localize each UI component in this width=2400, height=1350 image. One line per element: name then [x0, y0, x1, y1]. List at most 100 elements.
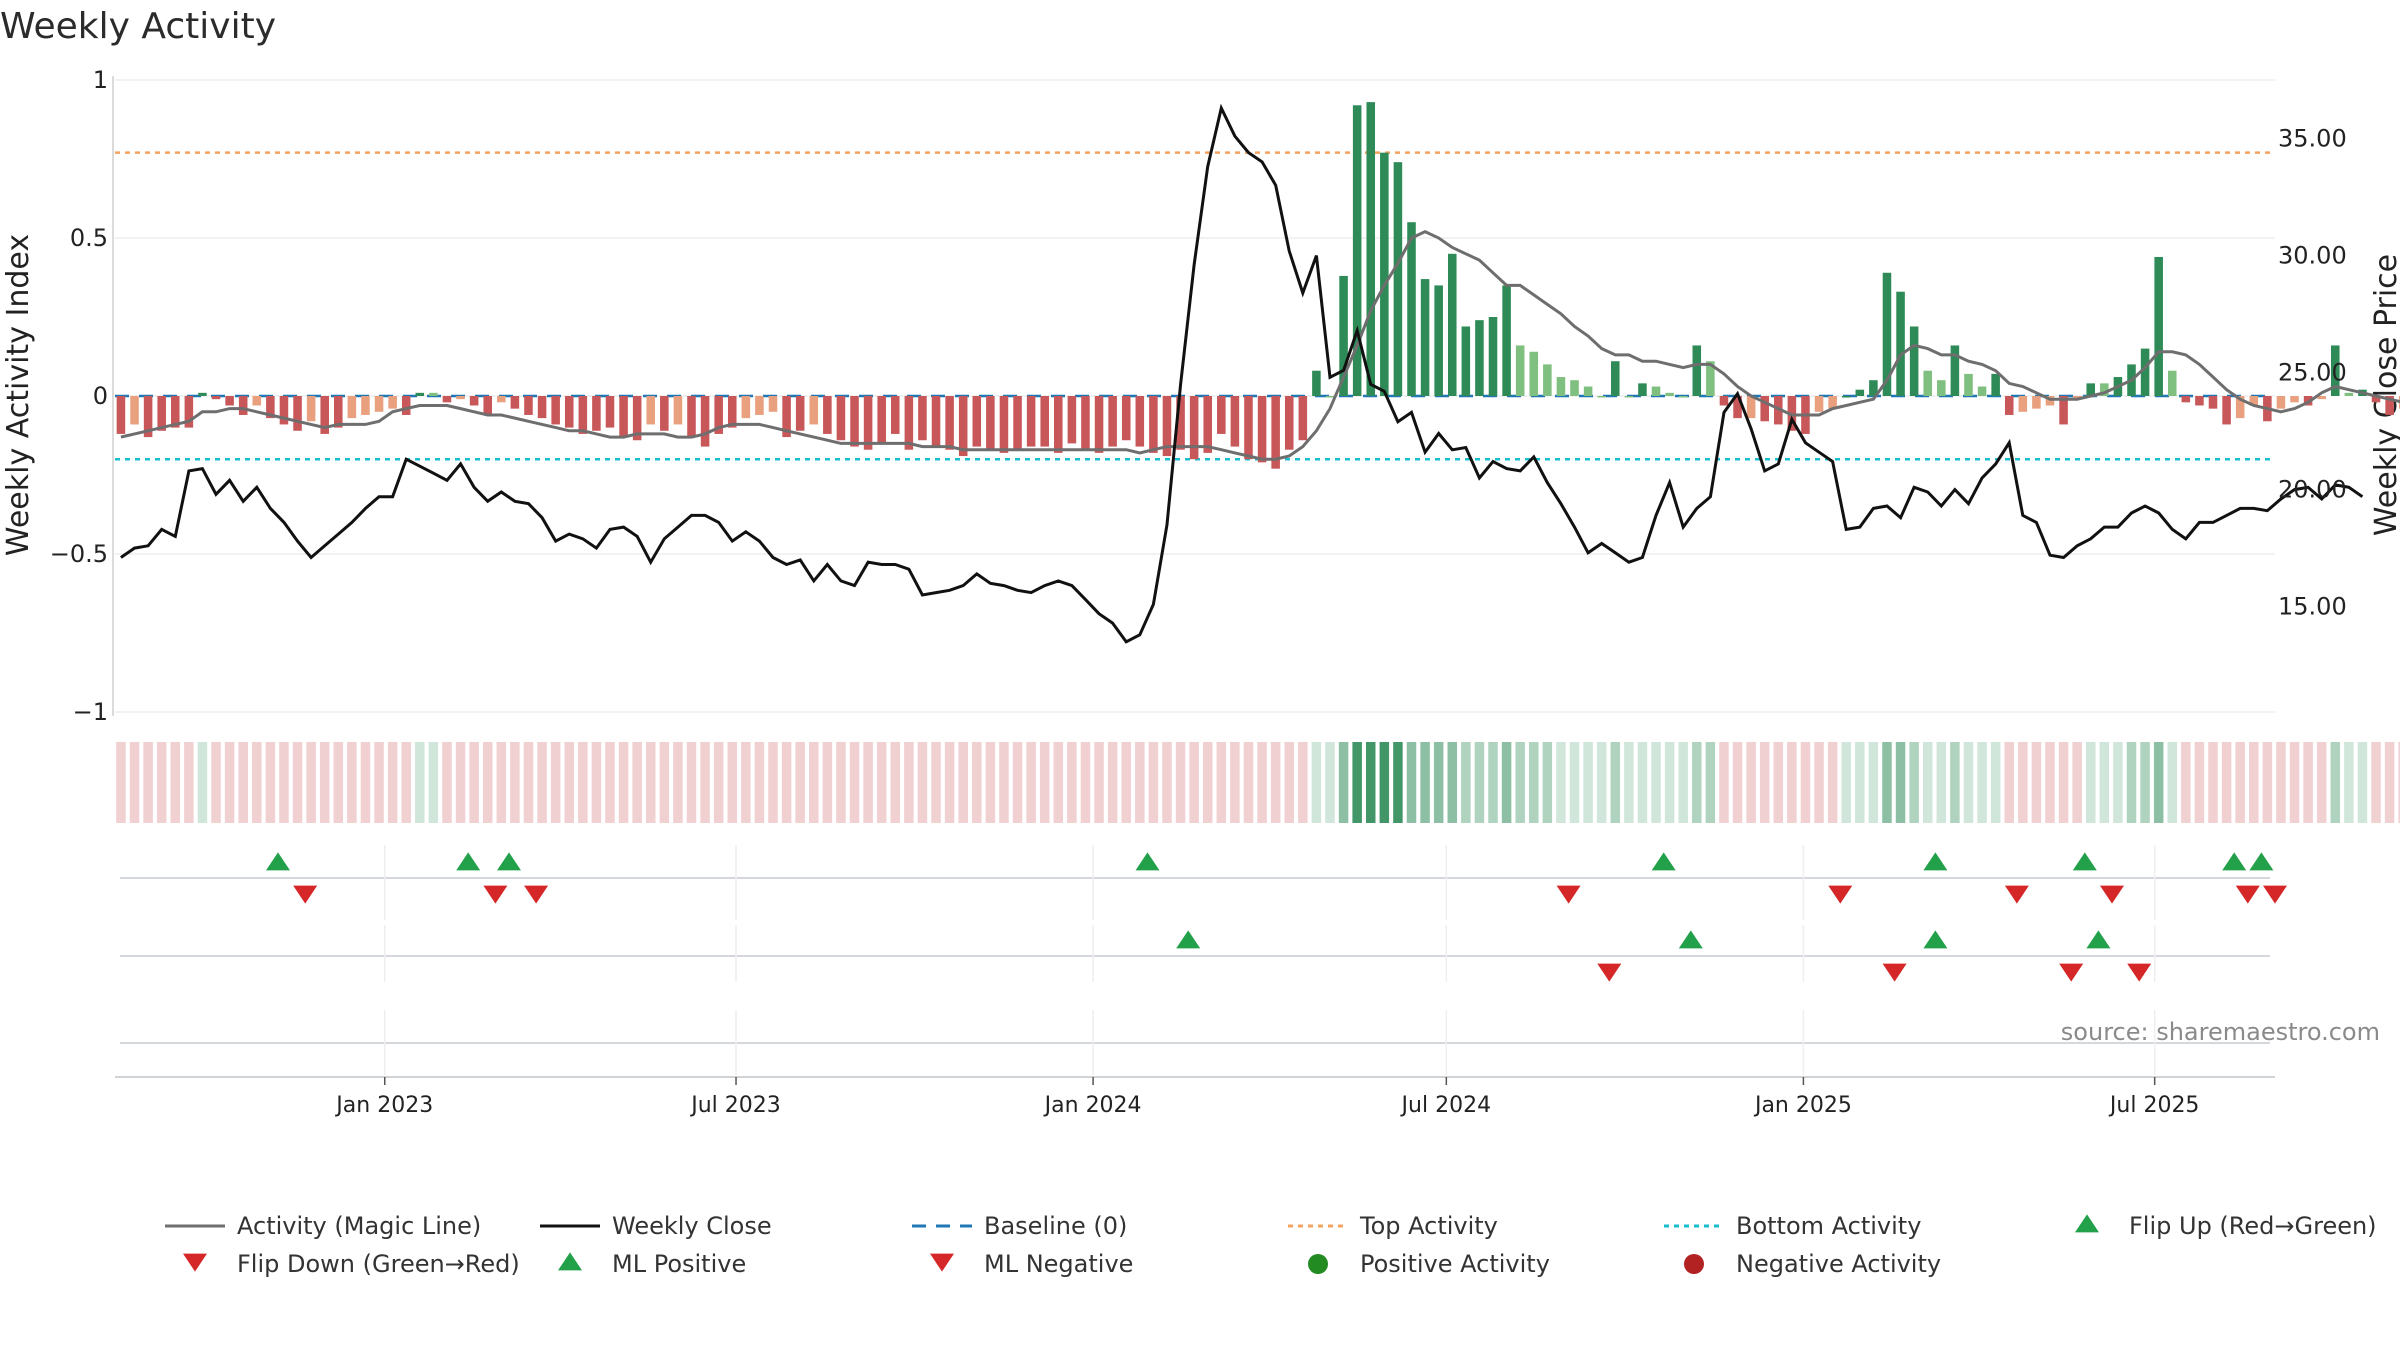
activity-bar [171, 396, 180, 428]
activity-bar [1067, 396, 1077, 444]
heat-strip-cell [1284, 742, 1294, 823]
x-tick-label: Jul 2025 [2108, 1093, 2200, 1118]
heat-strip-cell [1719, 742, 1729, 823]
activity-bar [2235, 396, 2245, 419]
flip-up-marker [266, 852, 290, 871]
heat-strip-cell [2099, 742, 2110, 823]
activity-bar [2086, 383, 2096, 396]
x-axis-ticks: Jan 2023 Jul 2023 Jan 2024 Jul 2024 Jan 2025… [334, 1077, 2199, 1118]
flip-down-marker [2263, 885, 2287, 904]
heat-strip-cell [1230, 742, 1240, 823]
activity-bar [388, 396, 397, 409]
activity-bar [266, 396, 275, 419]
heat-strip-cell [1542, 742, 1553, 823]
heat-strip-cell [1162, 742, 1172, 823]
activity-bar [1176, 396, 1185, 450]
activity-bar [1665, 392, 1674, 396]
activity-bar [714, 396, 723, 434]
activity-bar [334, 396, 343, 428]
heat-strip-cell [1596, 742, 1607, 823]
heat-strip-cell [713, 742, 724, 823]
heat-strip-cell [754, 742, 765, 823]
activity-bar [347, 396, 357, 419]
activity-bar [727, 396, 737, 428]
activity-bar [1841, 396, 1851, 398]
heat-strip-cell [374, 742, 384, 823]
heat-strip-cell [523, 742, 534, 823]
heat-strip-cell [2357, 742, 2368, 823]
activity-bar [429, 392, 438, 396]
activity-bar [2100, 383, 2109, 396]
flip-up-marker [2222, 852, 2247, 871]
heat-strip-cell [1637, 742, 1648, 823]
activity-bar [1312, 370, 1321, 396]
activity-bar [741, 396, 751, 419]
legend-label-flip_up: Flip Up (Red→Green) [2129, 1212, 2377, 1240]
heat-strip-cell [156, 742, 167, 823]
heat-strip-cell [2384, 742, 2395, 823]
activity-bar [2331, 345, 2340, 396]
heat-strip-cell [944, 742, 955, 823]
heat-strip-cell [2371, 742, 2381, 823]
legend-label-bottom_activity: Bottom Activity [1736, 1212, 1921, 1240]
heat-strip-cell [1963, 742, 1974, 823]
x-tick-label: Jan 2023 [334, 1093, 433, 1118]
heat-strip-cell [1461, 742, 1471, 823]
legend-swatch-flip_down [183, 1253, 207, 1272]
legend-item-ml_positive: ML Positive [558, 1250, 746, 1278]
activity-bar [2249, 396, 2259, 406]
heat-strip-cell [1026, 742, 1036, 823]
activity-bar [632, 396, 642, 441]
heat-strip-cell [1950, 742, 1960, 823]
activity-bar [2317, 396, 2326, 400]
heat-strip-cell [985, 742, 996, 823]
activity-bar [755, 396, 764, 415]
activity-bar [1189, 396, 1199, 460]
activity-bar [605, 396, 615, 428]
heat-strip-cell [1175, 742, 1186, 823]
activity-bar [1325, 396, 1335, 398]
activity-bar [2154, 256, 2163, 396]
activity-bar [2032, 396, 2041, 409]
heat-strip-cell [292, 742, 303, 823]
activity-bar [1570, 380, 1579, 396]
activity-bar [198, 392, 207, 396]
heat-strip-cell [2018, 742, 2028, 823]
activity-bar [1094, 396, 1104, 453]
y-tick-right: 20.00 [2278, 476, 2347, 504]
flip-markers-panel [120, 845, 2287, 920]
heat-strip-cell [1053, 742, 1064, 823]
legend-swatch-ml_positive [558, 1252, 582, 1271]
heat-strip-cell [632, 742, 642, 823]
heat-strip-cell [2004, 742, 2014, 823]
activity-bar [2276, 396, 2286, 409]
activity-bar [2004, 396, 2014, 415]
heat-strip-cell [510, 742, 520, 823]
activity-bar [673, 396, 683, 425]
heat-strip-cell [1012, 742, 1023, 823]
heat-strip-cell [890, 742, 901, 823]
heat-strip-bg [115, 742, 2275, 823]
activity-bar [809, 396, 819, 425]
legend-swatch-negative-activity [1684, 1254, 1704, 1274]
activity-bar [524, 396, 533, 415]
activity-bar [279, 396, 289, 425]
activity-bar [782, 396, 791, 438]
heat-strip-cell [2330, 742, 2341, 823]
activity-bar [1882, 272, 1892, 396]
flip-up-marker [2249, 852, 2274, 871]
activity-bar [945, 396, 954, 450]
heat-strip-cell [170, 742, 181, 823]
flip-up-marker [497, 852, 521, 871]
activity-bar [1040, 396, 1049, 447]
heat-strip-cell [2303, 742, 2313, 823]
activity-bar [1855, 389, 1865, 396]
activity-bar [1502, 285, 1511, 396]
legend-label-weekly_close: Weekly Close [612, 1212, 772, 1240]
heat-strip-cell [333, 742, 344, 823]
heat-strip-cell [2167, 742, 2178, 823]
ml-positive-marker [1678, 930, 1703, 949]
activity-bar [836, 396, 846, 441]
heat-strip-cell [2181, 742, 2191, 823]
heat-strip-cell [2045, 742, 2055, 823]
